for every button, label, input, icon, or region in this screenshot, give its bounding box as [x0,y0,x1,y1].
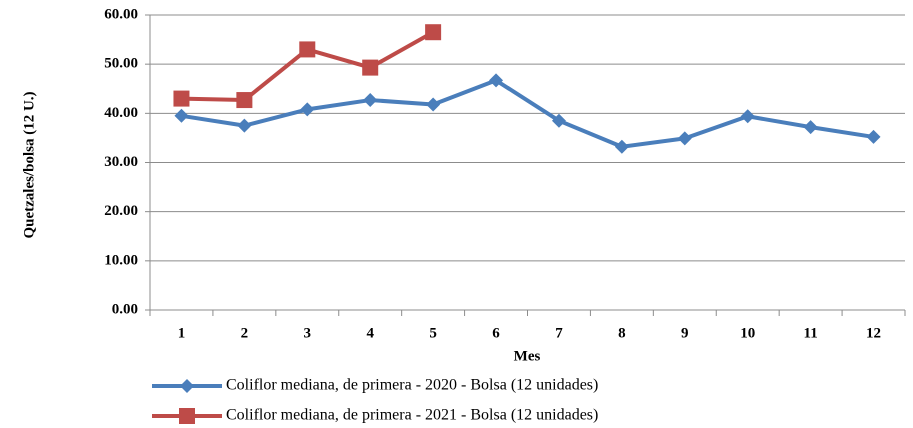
y-tick-label: 0.00 [112,301,138,317]
x-tick-label: 9 [681,325,689,341]
x-axis-label: Mes [514,348,541,364]
data-point [551,113,566,128]
data-point [236,92,253,109]
data-point [740,109,755,124]
data-point [489,73,504,88]
y-tick-label: 10.00 [104,252,138,268]
x-tick-label: 12 [866,325,881,341]
data-point [300,102,315,117]
data-point [803,120,818,135]
legend-label: Coliflor mediana, de primera - 2020 - Bo… [226,377,598,394]
x-tick-label: 11 [804,325,818,341]
x-tick-label: 8 [618,325,626,341]
legend-marker [179,408,195,424]
data-point [299,41,316,58]
legend-marker [180,379,194,393]
x-tick-label: 10 [740,325,755,341]
y-tick-label: 50.00 [104,56,138,72]
data-point [174,108,189,123]
x-tick-label: 3 [304,325,312,341]
x-tick-label: 1 [178,325,186,341]
data-point [362,59,379,76]
y-tick-label: 60.00 [104,6,138,22]
data-point [237,118,252,133]
data-point [614,139,629,154]
series-line [181,78,874,149]
legend-label: Coliflor mediana, de primera - 2021 - Bo… [226,407,598,424]
data-point [677,131,692,146]
legend: Coliflor mediana, de primera - 2020 - Bo… [152,377,598,424]
data-point [363,93,378,108]
y-tick-label: 20.00 [104,203,138,219]
y-tick-label: 40.00 [104,105,138,121]
y-axis-label: Quetzales/bolsa (12 U.) [21,91,37,238]
data-point [866,129,881,144]
data-point [425,24,442,41]
x-tick-label: 7 [555,325,563,341]
y-tick-label: 30.00 [104,154,138,170]
x-tick-label: 6 [492,325,500,341]
x-tick-label: 2 [241,325,249,341]
x-tick-label: 5 [429,325,437,341]
data-point [426,97,441,112]
data-point [173,90,190,107]
x-tick-label: 4 [366,325,374,341]
